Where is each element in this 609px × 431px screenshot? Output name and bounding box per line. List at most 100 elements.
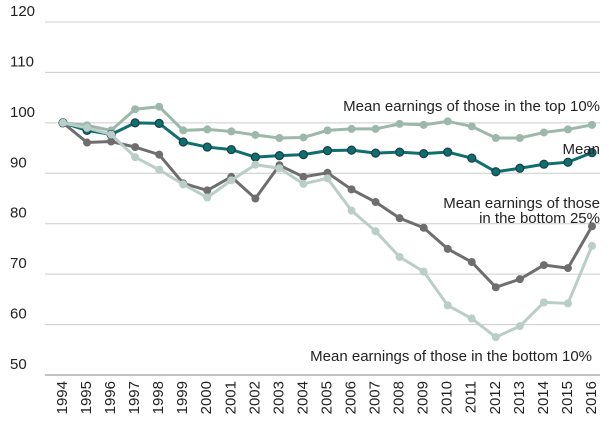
data-point bbox=[251, 160, 260, 169]
data-point bbox=[131, 143, 140, 152]
data-point bbox=[563, 157, 573, 167]
data-point bbox=[179, 180, 188, 189]
data-point bbox=[251, 194, 260, 203]
data-point bbox=[467, 122, 476, 131]
data-point bbox=[467, 153, 477, 163]
y-tick-label: 110 bbox=[10, 53, 34, 70]
data-point bbox=[83, 138, 92, 147]
data-point bbox=[588, 222, 596, 231]
data-point bbox=[395, 147, 405, 157]
data-point bbox=[347, 206, 356, 215]
data-point bbox=[443, 244, 452, 253]
data-point bbox=[395, 214, 404, 223]
x-tick-label: 2003 bbox=[270, 381, 287, 414]
x-tick-label: 2000 bbox=[198, 381, 215, 414]
data-point bbox=[467, 258, 476, 267]
data-point bbox=[178, 137, 188, 147]
y-tick-label: 60 bbox=[10, 306, 27, 323]
series-label: Mean earnings of those in the bottom 10% bbox=[310, 348, 592, 365]
data-point bbox=[588, 120, 596, 129]
data-point bbox=[587, 148, 597, 158]
data-point bbox=[419, 223, 428, 232]
data-point bbox=[515, 163, 525, 173]
data-point bbox=[491, 133, 500, 142]
y-tick-label: 50 bbox=[10, 356, 27, 373]
data-point bbox=[346, 145, 357, 155]
data-point bbox=[154, 118, 164, 128]
data-point bbox=[299, 179, 308, 188]
data-point bbox=[563, 264, 572, 273]
data-point bbox=[371, 227, 380, 236]
y-tick-label: 90 bbox=[10, 154, 27, 171]
data-point bbox=[347, 124, 356, 133]
data-point bbox=[299, 133, 308, 142]
x-tick-label: 2011 bbox=[463, 381, 480, 413]
x-tick-label: 2008 bbox=[391, 381, 408, 414]
data-point bbox=[588, 241, 596, 250]
data-point bbox=[539, 128, 548, 137]
data-point bbox=[203, 125, 212, 134]
data-point bbox=[419, 149, 429, 159]
data-point bbox=[155, 150, 164, 159]
data-point bbox=[131, 153, 140, 162]
data-point bbox=[467, 314, 476, 323]
x-tick-label: 2015 bbox=[559, 381, 576, 414]
data-point bbox=[515, 275, 524, 284]
data-point bbox=[563, 299, 572, 308]
data-point bbox=[322, 145, 333, 156]
data-point bbox=[203, 186, 212, 195]
x-tick-label: 2010 bbox=[439, 381, 456, 414]
data-point bbox=[131, 105, 140, 114]
data-point bbox=[371, 198, 380, 207]
data-point bbox=[491, 283, 500, 292]
series-label: Mean earnings of those bbox=[443, 195, 600, 212]
data-point bbox=[419, 120, 428, 129]
data-point bbox=[155, 102, 164, 111]
x-tick-label: 2006 bbox=[343, 381, 360, 414]
x-tick-label: 1999 bbox=[174, 381, 191, 414]
y-tick-label: 100 bbox=[10, 104, 35, 121]
data-point bbox=[130, 118, 140, 128]
series-label: Mean bbox=[562, 141, 600, 158]
data-point bbox=[275, 133, 284, 142]
series-label: Mean earnings of those in the top 10% bbox=[343, 98, 600, 115]
data-point bbox=[395, 252, 404, 261]
data-point bbox=[563, 125, 572, 134]
data-point bbox=[539, 159, 549, 169]
x-tick-label: 2004 bbox=[294, 381, 311, 414]
data-point bbox=[443, 147, 453, 157]
data-point bbox=[539, 261, 548, 270]
data-point bbox=[202, 142, 212, 152]
data-point bbox=[395, 119, 404, 128]
data-point bbox=[275, 164, 284, 173]
data-point bbox=[83, 123, 92, 132]
data-point bbox=[323, 126, 332, 135]
data-point bbox=[274, 151, 285, 161]
data-point bbox=[227, 176, 236, 185]
data-point bbox=[298, 150, 309, 160]
x-tick-label: 1995 bbox=[78, 381, 95, 414]
x-tick-label: 2001 bbox=[222, 381, 239, 414]
x-tick-label: 2009 bbox=[415, 381, 432, 414]
x-tick-label: 2005 bbox=[318, 381, 335, 414]
data-point bbox=[371, 124, 380, 133]
x-tick-label: 1994 bbox=[54, 381, 71, 414]
data-point bbox=[370, 148, 381, 158]
data-point bbox=[347, 185, 356, 194]
data-point bbox=[491, 333, 500, 342]
data-point bbox=[251, 130, 260, 139]
data-point bbox=[443, 117, 452, 126]
data-point bbox=[203, 193, 212, 202]
data-point bbox=[443, 301, 452, 310]
data-point bbox=[155, 165, 164, 174]
y-tick-label: 120 bbox=[10, 3, 35, 20]
y-tick-label: 70 bbox=[10, 255, 27, 272]
data-point bbox=[179, 126, 188, 135]
x-tick-label: 1996 bbox=[102, 381, 119, 414]
data-point bbox=[59, 118, 67, 127]
data-point bbox=[107, 130, 116, 139]
data-point bbox=[515, 133, 524, 142]
data-point bbox=[323, 168, 332, 177]
data-point bbox=[250, 152, 260, 162]
